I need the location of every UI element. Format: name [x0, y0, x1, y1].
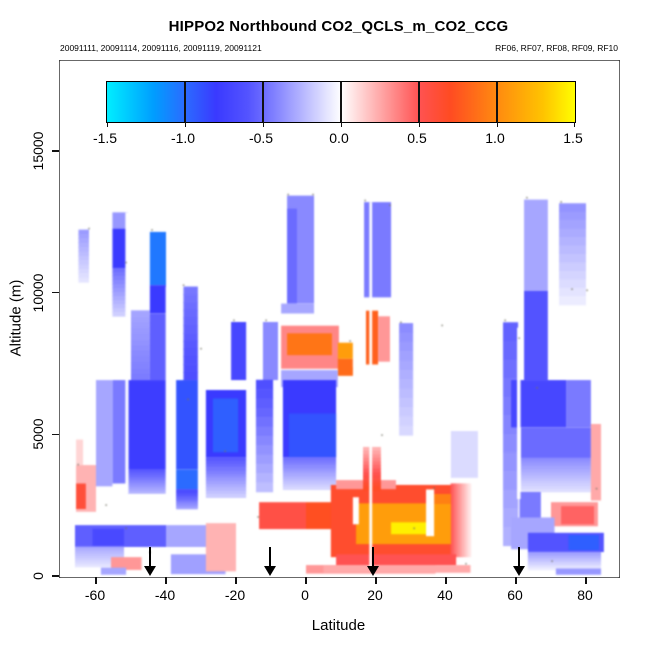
arrow-head [143, 566, 156, 576]
colorbar-tick-stub [574, 122, 576, 127]
x-tick-label: 20 [367, 587, 383, 603]
y-tick-label: 15000 [30, 131, 46, 171]
plot-area [59, 60, 620, 578]
subtitle-flights: RF06, RF07, RF08, RF09, RF10 [495, 43, 618, 53]
colorbar-label: -0.5 [248, 130, 274, 146]
down-arrow-icon [366, 547, 379, 576]
x-tick-mark [235, 577, 237, 584]
x-tick-mark [445, 577, 447, 584]
colorbar-label: 0.0 [329, 130, 349, 146]
x-tick-mark [305, 577, 307, 584]
arrow-stem [268, 547, 272, 566]
colorbar-tick-stub [263, 122, 265, 127]
colorbar-tick-line [418, 82, 420, 122]
y-tick-mark [52, 433, 59, 436]
y-tick-label: 10000 [30, 273, 46, 313]
colorbar-tick-line [340, 82, 342, 122]
y-tick-label: 0 [30, 572, 46, 580]
colorbar-tick-stub [185, 122, 187, 127]
heatmap-canvas [60, 61, 619, 577]
x-tick-mark [375, 577, 377, 584]
arrow-stem [148, 547, 152, 566]
x-tick-mark [165, 577, 167, 584]
x-tick-label: -60 [84, 587, 106, 603]
y-tick-mark [52, 150, 59, 152]
x-axis-title: Latitude [311, 617, 366, 634]
colorbar-label: -1.0 [170, 130, 196, 146]
colorbar-label: 1.5 [563, 130, 583, 146]
colorbar-tick-stub [107, 122, 109, 127]
colorbar-tick-stub [497, 122, 499, 127]
down-arrow-icon [512, 547, 525, 576]
page-title: HIPPO2 Northbound CO2_QCLS_m_CO2_CCG [168, 18, 509, 35]
x-tick-mark [515, 577, 517, 584]
colorbar-tick-stub [341, 122, 343, 127]
arrow-stem [517, 547, 521, 566]
colorbar-label: 0.5 [407, 130, 427, 146]
colorbar-label: -1.5 [92, 130, 118, 146]
x-tick-mark [95, 577, 97, 584]
x-tick-label: 80 [577, 587, 593, 603]
arrow-head [264, 566, 276, 576]
x-tick-label: -40 [154, 587, 176, 603]
y-tick-mark [52, 575, 59, 577]
y-tick-label: 5000 [30, 418, 46, 450]
subtitle-dates: 20091111, 20091114, 20091116, 20091119, … [60, 43, 262, 53]
y-axis-title: Altitude (m) [7, 279, 25, 357]
arrow-head [512, 566, 525, 576]
colorbar-label: 1.0 [485, 130, 505, 146]
x-tick-label: -20 [224, 587, 246, 603]
x-tick-label: 40 [437, 587, 453, 603]
x-tick-mark [585, 577, 587, 584]
down-arrow-icon [264, 547, 276, 576]
arrow-head [366, 566, 379, 576]
arrow-stem [371, 547, 375, 566]
y-tick-mark [52, 291, 59, 294]
x-tick-label: 60 [507, 587, 523, 603]
x-tick-label: 0 [301, 587, 309, 603]
colorbar-legend [106, 81, 576, 127]
colorbar-tick-line [262, 82, 264, 122]
colorbar-tick-line [496, 82, 498, 122]
colorbar-tick-stub [419, 122, 421, 127]
colorbar-tick-line [184, 82, 186, 122]
down-arrow-icon [143, 547, 156, 576]
